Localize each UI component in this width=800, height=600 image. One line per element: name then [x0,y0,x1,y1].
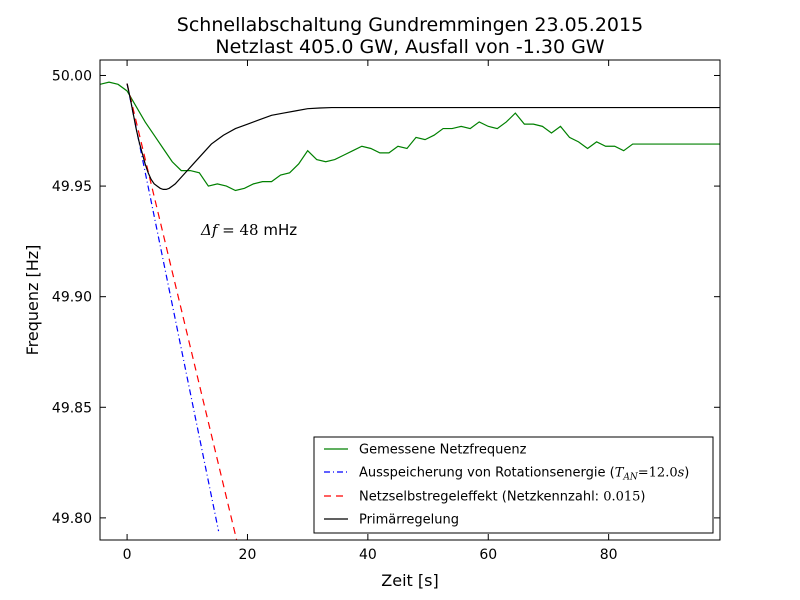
plot-frame [99,59,721,541]
series-line-measured [100,81,720,192]
x-tick-label: 0 [123,547,132,563]
series-line-primary [126,83,720,190]
legend-label-rotation: Ausspeicherung von Rotationsenergie (TAN… [359,466,689,483]
x-tick-label: 60 [479,547,497,563]
x-tick-label: 40 [359,547,377,563]
y-tick-label: 49.80 [52,511,92,527]
y-tick-label: 49.95 [52,179,92,195]
legend: Gemessene Netzfrequenz Ausspeicherung vo… [313,436,714,534]
x-tick-label: 80 [600,547,618,563]
series-line-rotation [126,83,220,532]
chart-title: Schnellabschaltung Gundremmingen 23.05.2… [177,14,643,36]
y-tick-label: 50.00 [52,68,92,84]
series-line-selfregulation [126,83,238,540]
legend-label-selfregulation: Netzselbstregeleffekt (Netzkennzahl: 0.0… [359,490,646,505]
legend-label-primary: Primärregelung [359,513,459,528]
legend-label-measured: Gemessene Netzfrequenz [359,443,527,458]
x-axis-label: Zeit [s] [381,571,438,590]
ticks-layer: 0 20 40 60 80 49.80 49.85 49.90 49.95 50.00 [52,60,720,563]
series-layer [100,81,720,540]
y-tick-label: 49.90 [52,290,92,306]
chart-subtitle: Netzlast 405.0 GW, Ausfall von -1.30 GW [215,36,604,58]
x-tick-label: 20 [239,547,257,563]
y-tick-label: 49.85 [52,400,92,416]
delta-f-annotation: Δf = 48 mHz [200,221,297,239]
legend-box [313,436,714,534]
y-axis-label: Frequenz [Hz] [23,245,42,356]
